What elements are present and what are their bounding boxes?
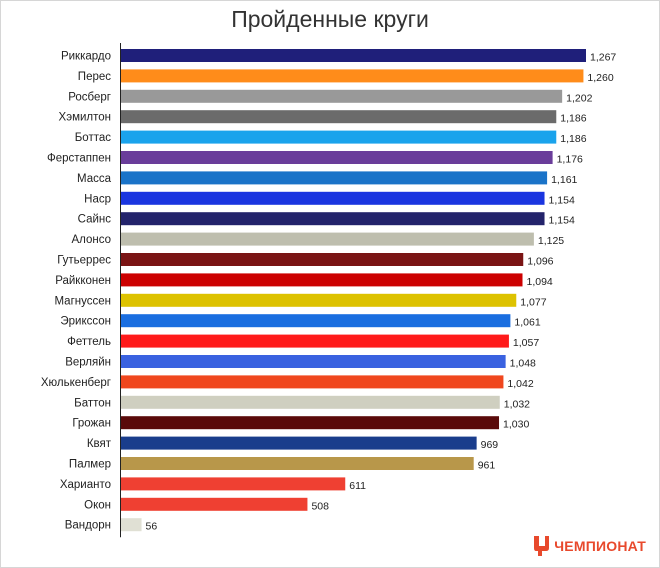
category-label: Сайнс [78,214,112,226]
category-label: Квят [87,438,112,450]
bar [121,518,142,532]
category-label: Палмер [69,459,111,471]
bar [121,49,586,62]
value-label: 1,042 [507,378,533,390]
category-label: Боттас [75,132,111,144]
value-label: 1,057 [513,337,539,349]
category-label: Окон [84,499,111,511]
value-label: 1,030 [503,419,529,431]
category-label: Масса [77,173,112,185]
bar [121,477,346,491]
bar [121,314,511,328]
bar [121,69,584,83]
bar [121,436,477,450]
brand-logo: ЧЕМПИОНАТ [531,534,646,558]
category-label: Ферстаппен [47,153,111,165]
category-label: Райкконен [55,275,111,287]
bar [121,212,545,226]
category-label: Харианто [60,479,111,491]
value-label: 56 [146,521,158,533]
category-label: Риккардо [61,51,111,63]
value-label: 1,176 [557,154,583,166]
bar [121,110,557,124]
category-label: Баттон [74,397,111,409]
value-label: 1,267 [590,52,616,64]
bar [121,151,553,164]
bar [121,89,563,103]
category-label: Верляйн [65,357,111,369]
category-label: Вандорн [65,520,111,532]
bar [121,457,474,470]
value-label: 1,125 [538,235,564,247]
value-label: 611 [349,480,366,492]
bar [121,395,500,409]
bar [121,375,504,389]
brand-name: ЧЕМПИОНАТ [554,538,646,554]
chart-title: Пройденные круги [231,6,429,32]
bar [121,191,545,205]
category-label: Магнуссен [54,295,111,307]
bar [121,416,500,430]
value-label: 1,154 [549,194,575,206]
category-label: Перес [78,71,111,83]
value-label: 969 [481,439,499,451]
value-label: 961 [478,460,496,472]
value-label: 1,077 [520,296,546,308]
brand-mark-icon [534,536,550,556]
value-label: 1,154 [549,215,575,227]
category-label: Алонсо [71,234,111,246]
value-label: 1,096 [527,256,553,268]
value-label: 508 [311,500,329,512]
value-label: 1,260 [587,72,613,84]
value-label: 1,161 [551,174,577,186]
bar [121,253,524,266]
category-label: Гутьеррес [57,255,111,267]
value-label: 1,048 [510,358,536,370]
category-label: Эрикссон [60,316,111,328]
bar [121,273,523,287]
category-label: Феттель [67,336,111,348]
value-label: 1,186 [560,113,586,125]
value-label: 1,061 [514,317,540,329]
bar [121,232,534,246]
bar [121,355,506,368]
value-label: 1,094 [527,276,553,288]
category-label: Грожан [72,418,111,430]
bar [121,497,308,511]
bar [121,293,517,307]
bar [121,130,557,144]
category-label: Хюлькенберг [41,377,111,389]
value-label: 1,032 [504,398,530,410]
bar [121,171,548,185]
value-label: 1,186 [560,133,586,145]
bar [121,334,509,348]
category-label: Хэмилтон [59,112,111,124]
category-label: Наср [84,193,111,205]
value-label: 1,202 [566,92,592,104]
category-label: Росберг [68,91,111,103]
